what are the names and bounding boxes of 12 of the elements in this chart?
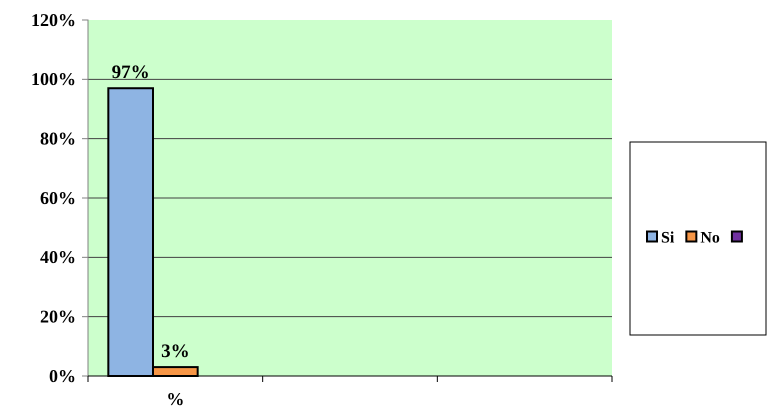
legend-label: Si (661, 230, 675, 246)
y-tick-label: 60% (40, 188, 76, 208)
y-tick-label: 0% (49, 366, 76, 386)
y-tick-label: 20% (40, 306, 76, 326)
y-tick-label: 100% (31, 69, 76, 90)
legend-label: No (700, 230, 720, 246)
data-label: 3% (161, 341, 190, 362)
y-tick-label: 40% (40, 247, 76, 268)
y-tick-label: 80% (40, 128, 76, 148)
x-tick-label: % (166, 388, 184, 409)
y-tick-label: 120% (31, 10, 76, 30)
data-label: 97% (112, 62, 150, 84)
